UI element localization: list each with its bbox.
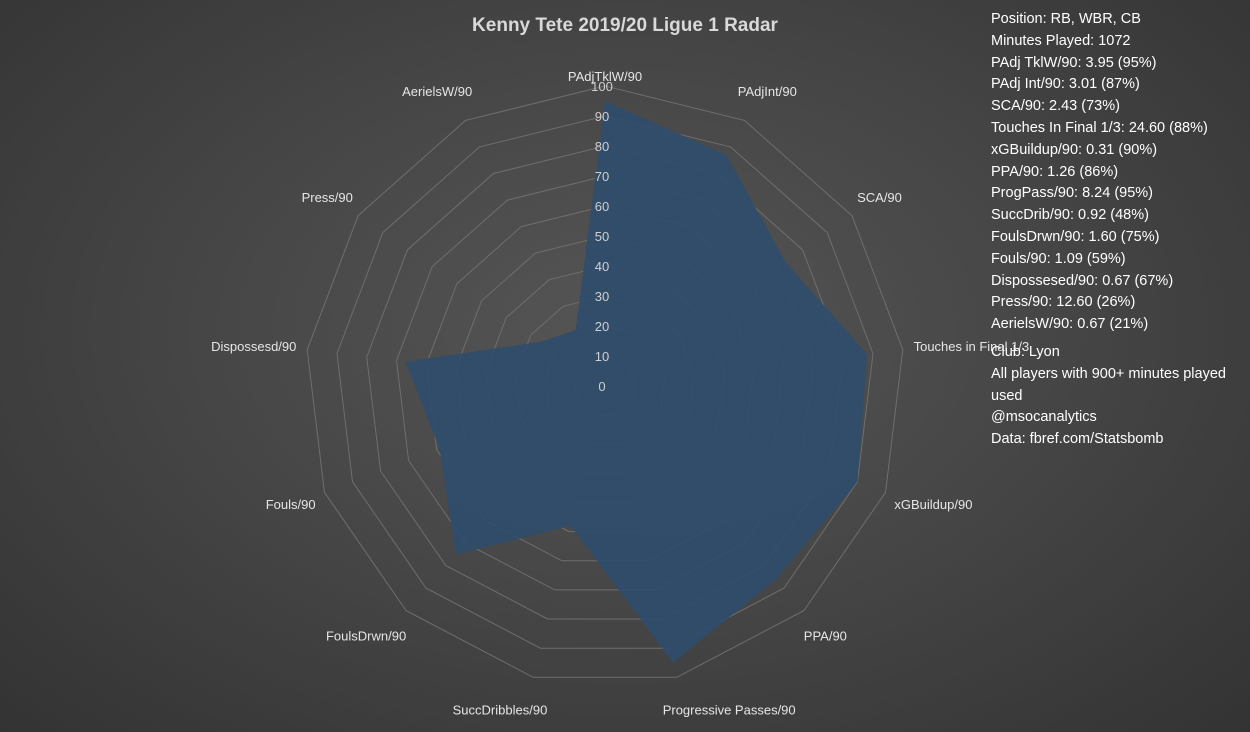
radial-tick-label: 70 [595,169,609,184]
stat-sca: SCA/90: 2.43 (73%) [991,98,1120,115]
series-area [405,101,868,663]
stat-dispossessed: Dispossesed/90: 0.67 (67%) [991,272,1174,289]
stat-aerielsw: AerielsW/90: 0.67 (21%) [991,316,1149,333]
stat-ppa: PPA/90: 1.26 (86%) [991,163,1119,180]
grid-ring [306,85,904,678]
info-panel: Position: RB, WBR, CB Minutes Played: 10… [991,9,1246,451]
axis-label: AerielsW/90 [402,84,472,99]
note-source: Data: fbref.com/Statsbomb [991,431,1164,448]
stat-succdrib: SuccDrib/90: 0.92 (48%) [991,207,1149,224]
axis-label: PPA/90 [804,628,847,643]
axis-label: xGBuildup/90 [894,497,972,512]
axis-label: SCA/90 [857,190,902,205]
radial-tick-label: 20 [595,319,609,334]
stat-progpass: ProgPass/90: 8.24 (95%) [991,185,1154,202]
grid-ring [336,115,874,649]
axis-label: FoulsDrwn/90 [326,628,406,643]
radial-ticks: 0 10 20 30 40 50 60 70 80 90 100 [591,79,613,394]
radial-tick-label: 80 [595,139,609,154]
axis-label: Touches in Final 1/3 [914,339,1030,354]
grid-ring [366,145,844,620]
axis-label: Progressive Passes/90 [663,702,796,717]
stat-padj-int: PAdj Int/90: 3.01 (87%) [991,76,1140,93]
radial-tick-label: 50 [595,229,609,244]
stat-foulsdrwn: FoulsDrwn/90: 1.60 (75%) [991,228,1160,245]
axis-label: Dispossesd/90 [211,339,296,354]
stats-list: Position: RB, WBR, CB Minutes Played: 10… [991,9,1246,336]
stat-fouls: Fouls/90: 1.09 (59%) [991,250,1126,267]
note-club: Club: Lyon [991,343,1060,360]
radial-tick-label: 10 [595,349,609,364]
note-sample: All players with 900+ minutes played use… [991,365,1226,404]
notes-list: Club: Lyon All players with 900+ minutes… [991,342,1246,451]
axis-label: SuccDribbles/90 [453,702,548,717]
axis-label: PAdjInt/90 [738,84,797,99]
axis-labels: PAdjTklW/90 PAdjInt/90 SCA/90 Touches in Fi… [211,69,1029,717]
stat-touches-final-third: Touches In Final 1/3: 24.60 (88%) [991,119,1208,136]
radial-tick-label: 60 [595,199,609,214]
radial-tick-label: 30 [595,289,609,304]
radar-series [405,100,868,663]
radial-tick-label: 40 [595,259,609,274]
stat-xgbuildup: xGBuildup/90: 0.31 (90%) [991,141,1158,158]
chart-title: Kenny Tete 2019/20 Ligue 1 Radar [472,15,778,36]
stat-press: Press/90: 12.60 (26%) [991,294,1136,311]
stat-padj-tklw: PAdj TklW/90: 3.95 (95%) [991,54,1157,71]
radial-tick-label: 90 [595,109,609,124]
stat-position: Position: RB, WBR, CB [991,11,1141,27]
axis-label: Fouls/90 [266,497,316,512]
note-handle: @msocanalytics [991,409,1097,426]
stat-minutes: Minutes Played: 1072 [991,32,1131,49]
radial-tick-label: 0 [598,379,605,394]
axis-label: PAdjTklW/90 [568,69,642,84]
radial-tick-label: 100 [591,79,613,94]
axis-label: Press/90 [302,190,353,205]
